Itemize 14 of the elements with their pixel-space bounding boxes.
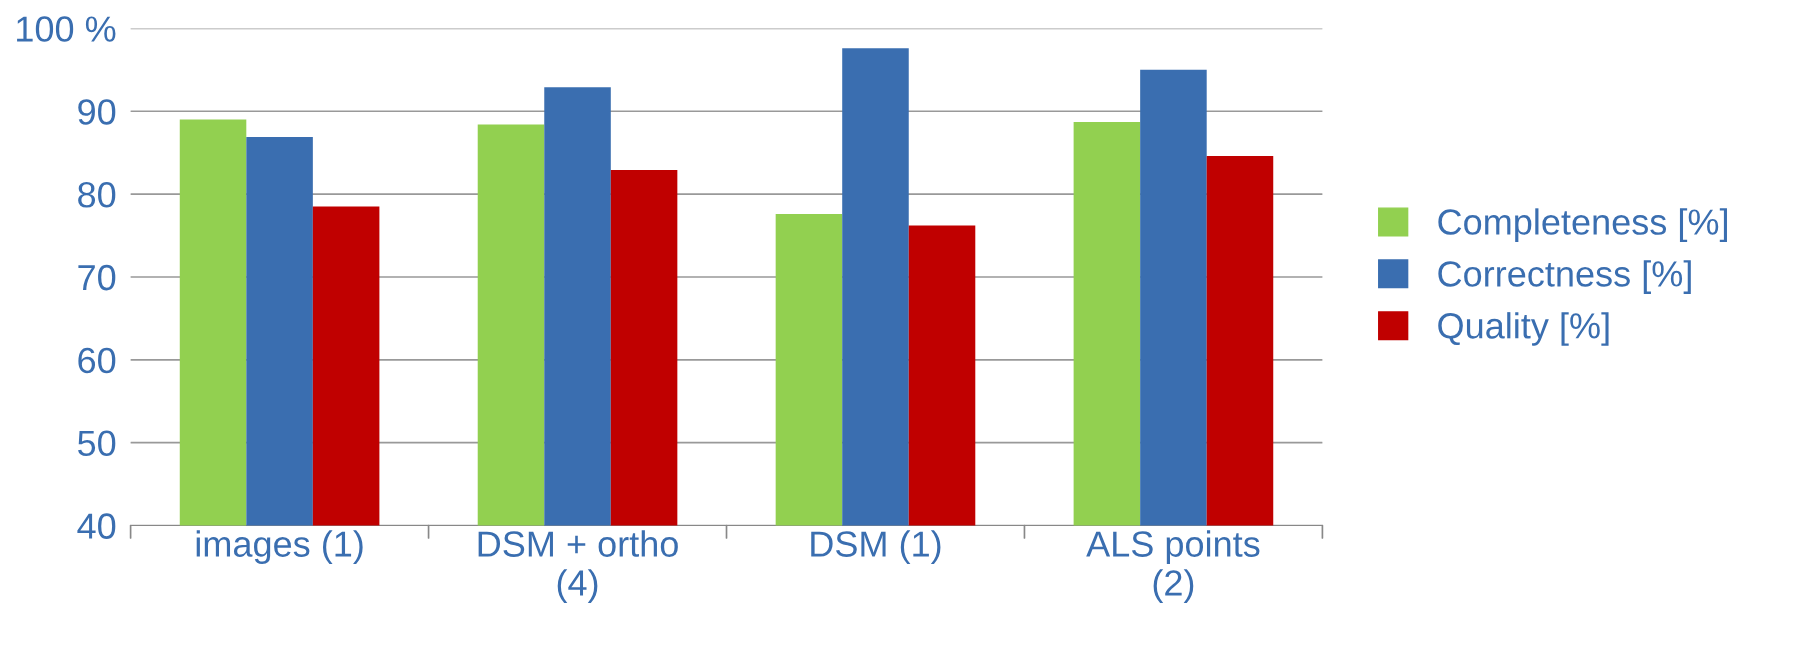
legend-label: Quality [%]: [1438, 312, 1609, 346]
x-tick-label: images (1): [196, 530, 363, 565]
legend-label: Completeness [%]: [1438, 208, 1727, 242]
y-tick-label: 40: [77, 513, 116, 539]
y-tick-label: 70: [78, 264, 116, 291]
y-tick-label: 80: [78, 181, 116, 208]
y-tick-label: 60: [78, 347, 116, 374]
y-tick-label: 100 %: [17, 16, 116, 42]
legend-label: Correctness [%]: [1438, 260, 1691, 294]
x-tick-label: DSM + ortho (4): [478, 530, 678, 603]
x-tick-label: ALS points (2): [1086, 530, 1260, 603]
y-tick-label: 90: [78, 99, 116, 125]
x-tick-label: DSM (1): [811, 530, 941, 564]
y-tick-label: 50: [78, 430, 116, 457]
